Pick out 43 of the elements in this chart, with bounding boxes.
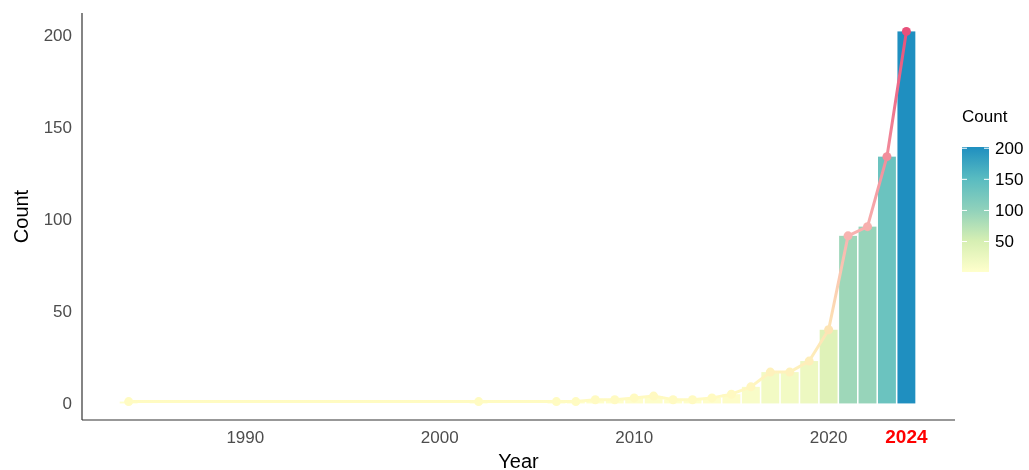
- x-tick-label: 2020: [809, 428, 848, 447]
- point: [824, 325, 834, 335]
- point: [571, 397, 581, 407]
- color-bar-label: 100: [995, 201, 1024, 221]
- y-tick-label: 150: [43, 118, 72, 138]
- bar: [897, 31, 916, 404]
- point: [610, 395, 620, 405]
- point: [668, 395, 678, 405]
- point: [629, 393, 639, 403]
- bar: [858, 226, 877, 404]
- x-axis-title: Year: [498, 450, 540, 470]
- point: [901, 26, 911, 36]
- x-tick-label: 2024: [885, 426, 928, 447]
- point: [474, 397, 484, 407]
- point: [804, 356, 814, 366]
- color-bar-label: 50: [995, 232, 1014, 252]
- point: [765, 367, 775, 377]
- bar: [819, 329, 838, 404]
- bar: [839, 235, 858, 404]
- x-tick-label: 2000: [420, 428, 459, 447]
- point: [649, 391, 659, 401]
- y-tick-label: 0: [62, 394, 72, 414]
- point: [746, 382, 756, 392]
- point: [688, 395, 698, 405]
- y-axis-title: Count: [10, 189, 32, 244]
- point: [843, 231, 853, 241]
- point: [551, 397, 561, 407]
- point: [863, 222, 873, 232]
- point: [882, 152, 892, 162]
- x-tick-label: 1990: [226, 428, 265, 447]
- point: [124, 397, 134, 407]
- point: [707, 393, 717, 403]
- bar: [878, 156, 896, 404]
- point: [726, 389, 736, 399]
- point: [785, 367, 795, 377]
- y-tick-label: 200: [43, 26, 72, 46]
- x-tick-label: 2010: [615, 428, 654, 447]
- y-tick-label: 100: [43, 210, 72, 230]
- color-bar-label: 200: [995, 139, 1024, 159]
- color-bar-label: 150: [995, 170, 1024, 190]
- point: [590, 395, 600, 405]
- color-bar-title: Count: [962, 107, 1008, 126]
- y-tick-label: 50: [53, 302, 72, 322]
